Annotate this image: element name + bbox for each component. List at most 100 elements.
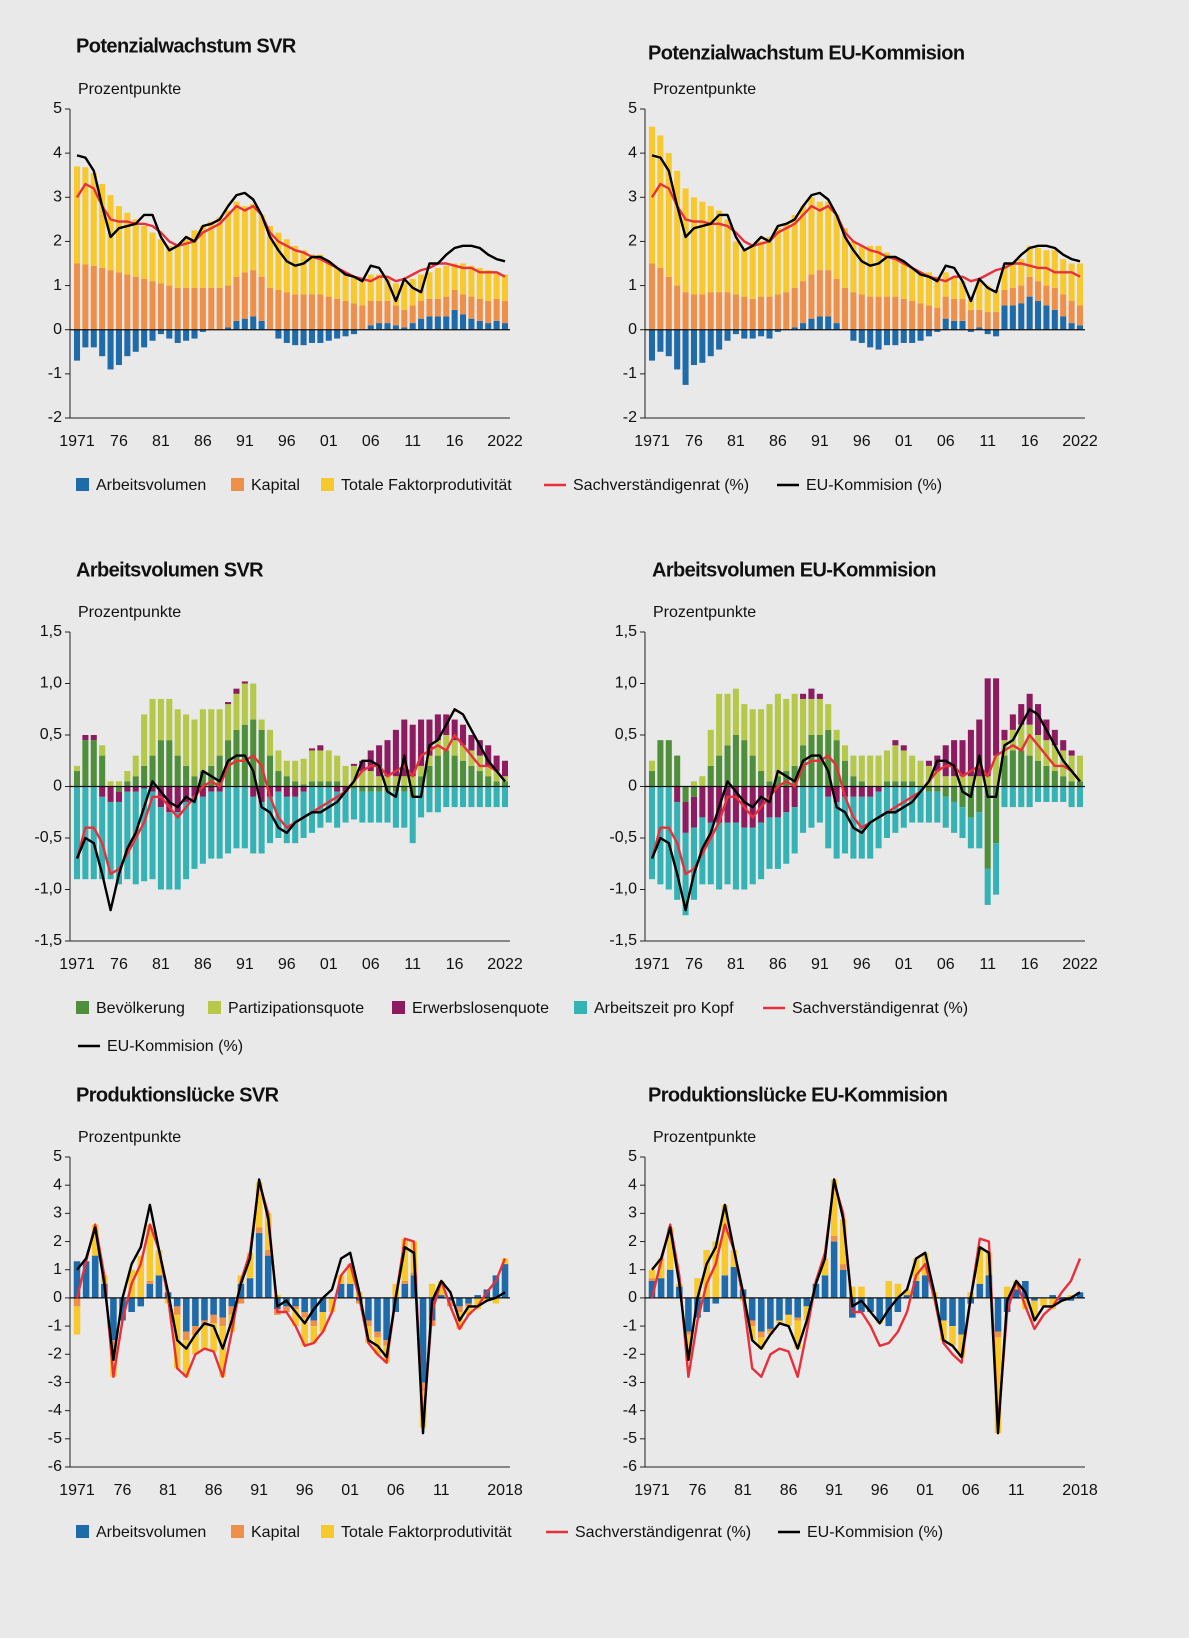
bar-segment [732,822,739,890]
bar-segment [401,309,408,328]
bar-segment [426,298,433,317]
bar-segment [465,1303,472,1307]
bar-segment [292,786,299,797]
bar-segment [210,1297,217,1315]
bar-segment [485,776,492,787]
bar-segment [476,740,483,756]
bar-segment [292,1306,299,1310]
bar-segment [867,1297,874,1312]
bar-segment [73,1261,81,1298]
bar-segment [468,735,475,751]
y-tick-label: -1,5 [34,932,62,949]
bar-segment [346,1283,354,1298]
bar-segment [757,1297,765,1332]
bar-segment [392,325,399,330]
bar-segment [757,1337,765,1349]
bar-segment [110,1297,117,1341]
bar-segment [434,267,441,299]
line-series [75,733,506,876]
bar-segment [839,1269,847,1298]
bar-segment [342,274,349,302]
line-series [650,733,1081,876]
x-tick-label: 86 [194,956,212,973]
bar-segment [674,329,681,370]
y-tick-label: -1,0 [34,881,62,898]
bar-segment [346,1264,354,1284]
x-tick-label: 06 [937,433,955,450]
y-axis-label: Prozentpunkte [653,1129,756,1146]
bar-segment [748,1297,756,1321]
bar-segment [1040,1297,1047,1307]
bar-segment [201,1297,208,1321]
bar-segment [275,786,282,792]
bar-segment [124,771,131,782]
bar-segment [292,1309,299,1327]
bar-segment [858,781,865,787]
bar-segment [401,791,408,828]
bar-segment [785,1314,792,1327]
x-tick-label: 81 [727,956,745,973]
bar-segment [110,1348,117,1377]
y-axis-label: Prozentpunkte [653,81,756,98]
bar-segment [241,318,248,330]
bar-segment [976,281,983,310]
bar-segment [115,801,122,885]
bar-segment [816,270,823,317]
bar-segment [833,278,840,324]
bar-segment [800,786,807,833]
bar-segment [157,740,164,787]
bar-segment [657,1278,665,1298]
bar-segment [724,329,731,341]
bar-segment [774,776,781,787]
bar-segment [476,320,483,330]
bar-segment [858,1286,865,1298]
bar-segment [858,755,865,782]
x-tick-label: 91 [236,956,254,973]
bar-segment [707,822,714,885]
bar-segment [283,786,290,797]
bar-segment [199,796,206,864]
bar-segment [830,1179,838,1236]
bar-segment [984,329,991,335]
y-tick-label: 5 [53,1148,62,1165]
line-series [651,154,1081,303]
bar-segment [830,1235,838,1242]
bar-segment [409,796,416,844]
bar-segment [994,1337,1002,1434]
bar-segment [900,750,907,782]
bar-segment [443,786,450,808]
bar-segment [951,320,958,330]
bar-segment [468,265,475,297]
bar-segment [1051,309,1058,330]
bar-segment [208,709,215,766]
x-tick-label: 16 [1021,433,1039,450]
bar-segment [892,329,899,346]
bar-segment [976,719,983,777]
bar-segment [850,241,857,293]
bar-segment [451,755,458,787]
bar-segment [493,272,500,299]
bar-segment [266,755,274,787]
bar-segment [443,750,450,787]
bar-segment [976,812,983,849]
bar-segment [967,776,974,787]
bar-segment [325,750,332,782]
y-tick-label: 1,5 [40,623,62,640]
bar-segment [994,1331,1002,1338]
bar-segment [1035,760,1042,787]
bar-segment [409,305,416,324]
bar-segment [124,212,131,275]
bar-segment [157,329,164,335]
bar-segment [774,693,781,777]
bar-segment [657,786,664,885]
bar-segment [732,329,739,335]
x-tick-label: 86 [780,1482,798,1499]
bar-segment [1058,1297,1066,1301]
bar-segment [682,786,689,802]
y-tick-label: 2 [628,233,637,250]
bar-segment [925,272,932,306]
bar-segment [1068,781,1075,787]
x-tick-label: 76 [110,433,128,450]
bar-segment [191,776,198,787]
